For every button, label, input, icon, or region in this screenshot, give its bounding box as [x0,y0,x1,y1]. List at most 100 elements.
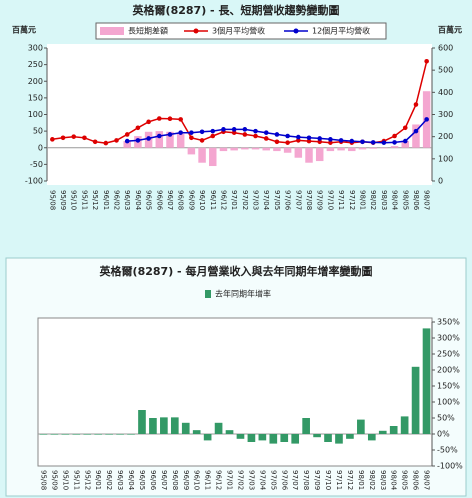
x-tick-label: 95/10 [61,470,69,490]
bar [166,131,174,148]
bar [138,410,146,434]
x-tick-label: 95/08 [39,470,47,490]
y-axis-title: 百萬元 [12,25,36,35]
x-tick-label: 96/04 [127,470,135,491]
point [253,128,258,134]
y2-tick-label: 600 [438,44,453,53]
bar [39,434,48,435]
x-tick-label: 97/11 [337,190,345,210]
bar [315,147,324,162]
bar [149,418,157,434]
bar [324,434,332,442]
legend-label: 12個月平均營收 [312,26,370,36]
x-tick-label: 96/05 [145,190,153,210]
x-tick-label: 97/08 [305,190,313,210]
point [210,133,216,139]
x-tick-label: 95/12 [83,470,91,490]
point [274,132,280,137]
x-tick-label: 97/06 [280,470,288,491]
bar [209,147,217,167]
point [263,136,269,141]
x-tick-label: 97/10 [324,470,332,490]
x-tick-label: 95/11 [80,190,88,210]
point [402,125,408,131]
x-tick-label: 97/03 [247,470,255,490]
bar [251,147,260,150]
bar [192,430,201,434]
x-tick-label: 96/03 [116,470,124,490]
x-tick-label: 97/04 [258,470,266,491]
x-tick-label: 96/03 [123,190,131,210]
legend-swatch [205,290,211,298]
legend-swatch [100,27,124,35]
point [338,138,344,143]
bar [94,434,103,435]
bar [358,147,367,150]
bar [160,417,168,434]
bar [305,147,313,163]
bar [326,147,335,152]
bar [219,147,228,152]
point [189,130,194,135]
point [199,129,205,135]
x-tick-label: 98/03 [379,470,387,490]
point [231,130,237,135]
bar [337,147,345,151]
point [50,137,55,142]
x-tick-label: 96/10 [198,190,206,210]
bar [269,434,278,444]
bar [357,419,365,434]
x-tick-label: 96/01 [102,190,110,210]
point [135,138,141,143]
bar [214,422,223,434]
x-tick-label: 96/11 [204,470,212,490]
y-tick-label: -50% [437,446,458,455]
bar [294,147,303,158]
x-tick-label: 97/02 [236,470,244,490]
bar [105,434,113,435]
x-tick-label: 97/09 [313,470,321,490]
bar [83,434,92,435]
legend-label: 長短期差額 [128,26,168,36]
x-tick-label: 96/09 [182,470,190,490]
point [360,139,365,145]
point [413,128,419,134]
y2-tick-label: 500 [438,66,453,75]
bar [116,434,124,435]
bar [400,416,409,434]
plot-area [37,317,433,467]
x-tick-label: 96/02 [105,470,113,490]
legend-label: 去年同期年增率 [215,289,271,299]
point [231,127,237,132]
bar [380,147,388,149]
point [296,134,301,140]
y2-tick-label: 0 [438,177,443,186]
x-tick-label: 97/01 [226,470,234,490]
point [156,133,162,139]
x-tick-label: 96/04 [134,190,142,211]
point [413,102,419,107]
bar [198,147,206,163]
x-tick-label: 95/09 [50,470,58,490]
x-tick-label: 98/01 [358,190,366,210]
point [253,133,258,139]
x-tick-label: 98/05 [401,470,409,490]
y-tick-label: 200% [437,366,460,375]
point [221,127,226,132]
x-tick-label: 98/02 [369,190,377,210]
point [146,119,151,125]
point [263,130,269,135]
x-tick-label: 98/06 [412,190,420,211]
point [135,125,141,131]
bar [313,434,321,438]
y-tick-label: 150% [437,382,460,391]
bar [203,434,212,441]
y-tick-label: 250 [28,60,43,69]
point [242,132,248,137]
x-tick-label: 96/12 [219,190,227,210]
x-tick-label: 98/05 [401,190,409,210]
x-tick-label: 96/06 [155,190,163,211]
x-tick-label: 97/05 [269,470,277,490]
bar [50,434,59,435]
point [167,116,173,122]
